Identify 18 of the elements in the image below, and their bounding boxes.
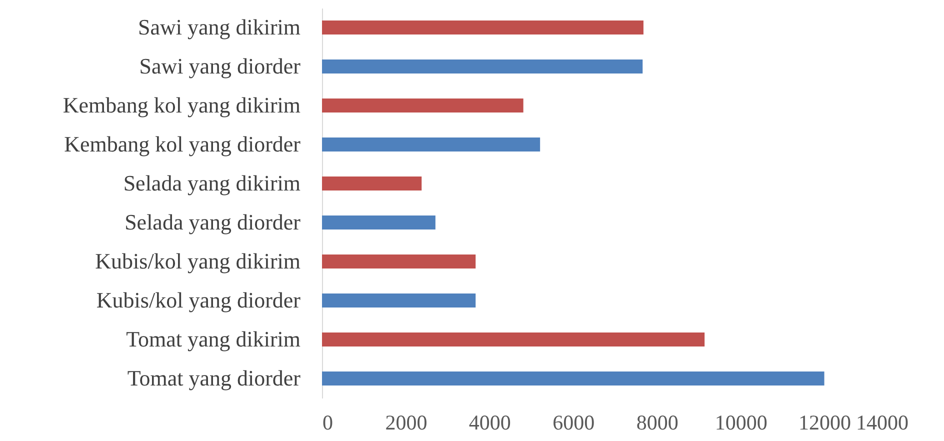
y-tick-label: Selada yang diorder <box>124 210 302 234</box>
x-tick-label: 6000 <box>552 410 595 434</box>
y-tick-label: Selada yang dikirim <box>123 170 300 196</box>
y-tick-label: Kubis/kol yang dikirim <box>95 248 300 274</box>
x-tick-label: 0 <box>322 410 333 434</box>
y-tick-label: Tomat yang diorder <box>127 366 302 390</box>
y-tick-label: Sawi yang diorder <box>139 54 302 78</box>
y-tick-label: Kubis/kol yang diorder <box>96 288 302 312</box>
y-tick-label: Sawi yang dikirim <box>138 14 300 40</box>
x-tick-label: 8000 <box>636 410 678 434</box>
x-tick-label: 12000 <box>798 410 852 434</box>
x-tick-label: 2000 <box>385 410 428 434</box>
y-tick-label: Kembang kol yang diorder <box>64 132 302 156</box>
x-tick-label: 14000 <box>856 410 908 434</box>
y-tick-label: Tomat yang dikirim <box>126 326 300 352</box>
x-tick-label: 10000 <box>714 410 768 434</box>
x-tick-label: 4000 <box>468 410 511 434</box>
y-tick-label: Kembang kol yang dikirim <box>62 92 300 118</box>
